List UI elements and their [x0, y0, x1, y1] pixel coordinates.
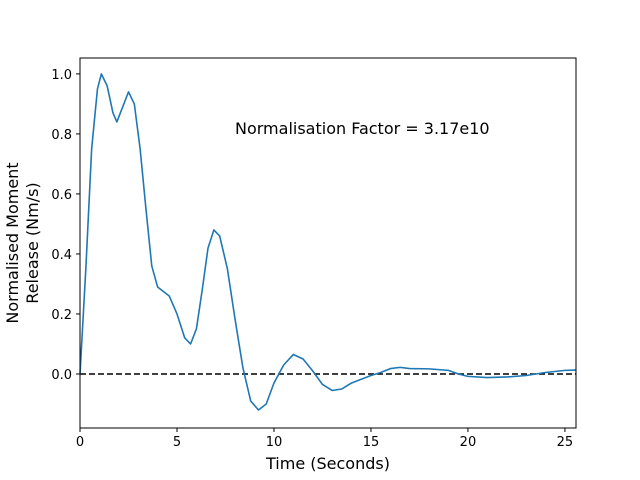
y-axis-label: Normalised Moment	[3, 162, 22, 323]
data-line	[79, 73, 577, 411]
y-axis-label: Release (Nm/s)	[23, 182, 42, 303]
y-tick-label: 0.6	[51, 188, 72, 203]
x-tick-label: 0	[76, 435, 84, 450]
y-tick-label: 0.0	[51, 368, 72, 383]
annotation: Normalisation Factor = 3.17e10	[235, 119, 490, 138]
x-tick-label: 15	[363, 435, 380, 450]
x-tick-label: 10	[266, 435, 283, 450]
y-tick-label: 0.2	[51, 308, 72, 323]
y-tick-label: 1.0	[51, 68, 72, 83]
x-tick-label: 20	[460, 435, 477, 450]
x-tick-label: 25	[557, 435, 574, 450]
x-axis-label: Time (Seconds)	[265, 454, 390, 473]
y-tick-label: 0.8	[51, 128, 72, 143]
plot-frame	[79, 57, 577, 429]
x-tick-label: 5	[173, 435, 181, 450]
y-tick-label: 0.4	[51, 248, 72, 263]
